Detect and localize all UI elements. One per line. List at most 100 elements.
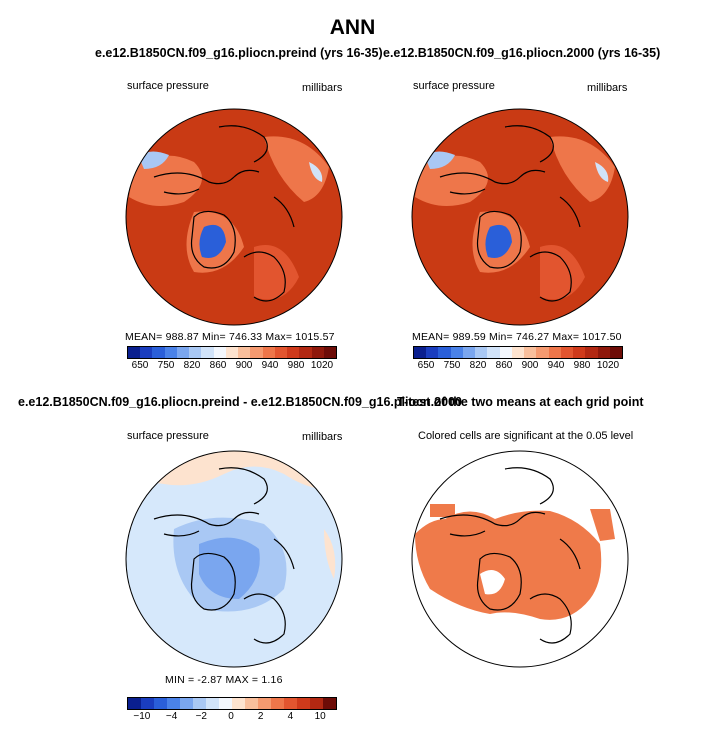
- not-significant-hole: [480, 570, 505, 595]
- panel-4-title: T-test of the two means at each grid poi…: [397, 395, 644, 409]
- colorbar-cell: [524, 347, 537, 358]
- panel-3-map: [125, 450, 343, 668]
- colorbar-cell: [219, 698, 232, 709]
- colorbar-cell: [232, 698, 245, 709]
- coastlines: [153, 467, 295, 644]
- low-pressure-rockies: [425, 151, 455, 169]
- colorbar-cell: [560, 347, 574, 358]
- ocean-pressure-field: [412, 109, 628, 325]
- colorbar-tick-label: 4: [287, 711, 294, 722]
- colorbar-tick-label: 980: [287, 360, 305, 371]
- colorbar-tick-label: 750: [157, 360, 175, 371]
- colorbar-cell: [573, 347, 586, 358]
- coastlines: [439, 125, 581, 302]
- colorbar-cell: [176, 347, 190, 358]
- colorbar-cell: [213, 347, 226, 358]
- colorbar-cell: [585, 347, 598, 358]
- map-border: [125, 108, 343, 326]
- colorbar-tick-label: 940: [547, 360, 565, 371]
- colorbar-cell: [258, 698, 271, 709]
- colorbar-cell: [271, 698, 284, 709]
- significant-region: [415, 510, 602, 620]
- colorbar-tick-label: 940: [261, 360, 279, 371]
- colorbar-cell: [238, 347, 251, 358]
- panel-3-title: e.e12.B1850CN.f09_g16.pliocn.preind - e.…: [18, 395, 462, 409]
- panel-1-colorbar: [127, 346, 337, 359]
- colorbar-tick-label: 650: [417, 360, 435, 371]
- colorbar-tick-label: −2: [195, 711, 207, 722]
- significant-cell: [430, 504, 455, 517]
- ocean-pressure-field: [126, 109, 342, 325]
- colorbar-cell: [299, 347, 312, 358]
- colorbar-tick-label: 860: [495, 360, 513, 371]
- pressure-anomaly-northeast: [550, 136, 615, 202]
- low-pressure-tibet: [309, 162, 323, 182]
- panel-2-title: e.e12.B1850CN.f09_g16.pliocn.2000 (yrs 1…: [383, 46, 661, 60]
- panel-3-colorbar: [127, 697, 337, 710]
- colorbar-tick-label: 820: [183, 360, 201, 371]
- figure-title: ANN: [329, 16, 376, 39]
- colorbar-cell: [475, 347, 488, 358]
- colorbar-cell: [323, 698, 336, 709]
- panel-1-colorbar-ticks: 650 750 820 860 900 940 980 1020: [127, 360, 335, 374]
- negative-diff-inner: [199, 537, 260, 599]
- colorbar-cell: [287, 347, 300, 358]
- colorbar-cell: [311, 347, 324, 358]
- colorbar-cell: [499, 347, 512, 358]
- coastlines: [153, 125, 295, 302]
- significant-cell: [590, 509, 615, 541]
- colorbar-tick-label: −10: [133, 711, 151, 722]
- colorbar-cell: [609, 347, 622, 358]
- colorbar-tick-label: 900: [521, 360, 539, 371]
- colorbar-cell: [297, 698, 310, 709]
- colorbar-cell: [180, 698, 193, 709]
- colorbar-cell: [511, 347, 525, 358]
- colorbar-cell: [274, 347, 288, 358]
- low-pressure-rockies: [139, 151, 169, 169]
- positive-diff-east: [324, 529, 336, 579]
- colorbar-tick-label: 750: [443, 360, 461, 371]
- colorbar-cell: [167, 698, 180, 709]
- colorbar-cell: [310, 698, 323, 709]
- panel-1-map: [125, 108, 343, 326]
- panel-2-map: [411, 108, 629, 326]
- panel-2-left-label: surface pressure: [413, 80, 495, 92]
- panel-1-left-label: surface pressure: [127, 80, 209, 92]
- colorbar-cell: [164, 347, 177, 358]
- coastlines: [439, 467, 581, 644]
- colorbar-tick-label: 0: [228, 711, 234, 722]
- colorbar-tick-label: 1020: [596, 360, 620, 371]
- panel-2-units-label: millibars: [587, 82, 628, 94]
- colorbar-tick-label: 860: [209, 360, 227, 371]
- colorbar-tick-label: −4: [165, 711, 178, 722]
- colorbar-cell: [438, 347, 451, 358]
- colorbar-cell: [140, 347, 153, 358]
- low-pressure-tibet: [595, 162, 609, 182]
- low-pressure-greenland: [485, 224, 512, 258]
- colorbar-cell: [154, 698, 167, 709]
- colorbar-cell: [152, 347, 165, 358]
- map-border: [411, 450, 629, 668]
- colorbar-cell: [128, 698, 141, 709]
- colorbar-tick-label: 820: [469, 360, 487, 371]
- colorbar-tick-label: 2: [257, 711, 264, 722]
- panel-2-colorbar: [413, 346, 623, 359]
- colorbar-cell: [262, 347, 275, 358]
- panel-1-title: e.e12.B1850CN.f09_g16.pliocn.preind (yrs…: [95, 46, 383, 60]
- panel-1-stats: MEAN= 988.87 Min= 746.33 Max= 1015.57: [125, 331, 335, 343]
- map-border: [125, 450, 343, 668]
- colorbar-cell: [284, 698, 297, 709]
- pressure-anomaly-northeast: [264, 136, 329, 202]
- colorbar-cell: [250, 347, 263, 358]
- colorbar-cell: [201, 347, 214, 358]
- colorbar-cell: [128, 347, 141, 358]
- colorbar-cell: [462, 347, 476, 358]
- panel-2-stats: MEAN= 989.59 Min= 746.27 Max= 1017.50: [412, 331, 622, 343]
- colorbar-cell: [450, 347, 463, 358]
- panel-4-map: [411, 450, 629, 668]
- colorbar-cell: [323, 347, 336, 358]
- panel-3-units-label: millibars: [302, 431, 343, 443]
- colorbar-tick-label: 650: [131, 360, 149, 371]
- colorbar-cell: [548, 347, 561, 358]
- colorbar-tick-label: 10: [314, 711, 326, 722]
